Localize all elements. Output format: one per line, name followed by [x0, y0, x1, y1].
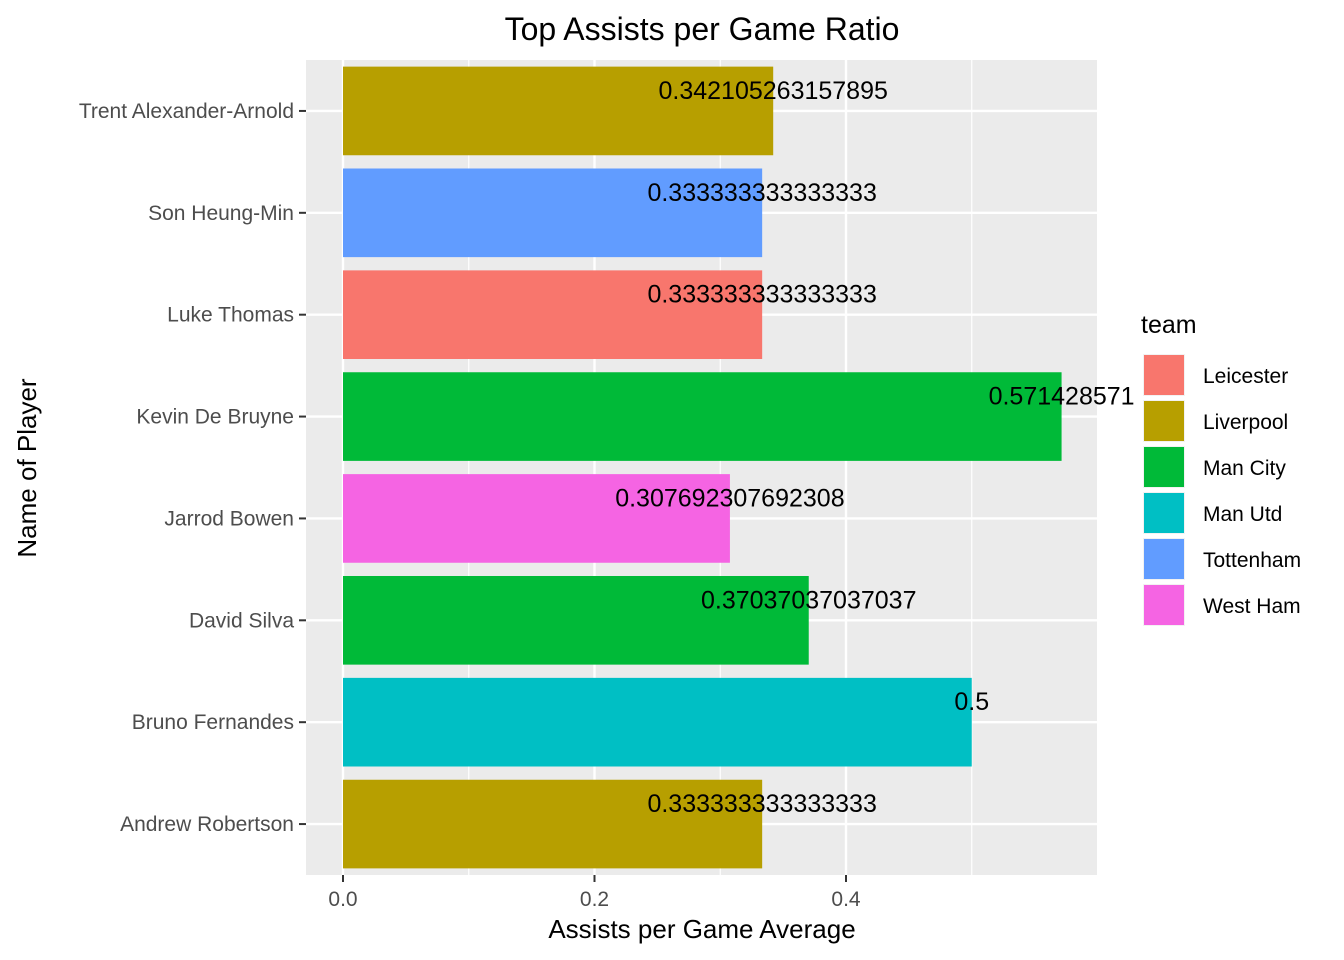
legend-title: team	[1141, 311, 1197, 339]
x-tick-label: 0.4	[831, 888, 861, 911]
bar	[343, 168, 763, 258]
bar	[343, 677, 972, 767]
bar-value-label: 0.5	[954, 688, 989, 716]
bar	[343, 66, 774, 156]
y-tick-label: Trent Alexander-Arnold	[79, 100, 294, 123]
y-tick-label: Andrew Robertson	[120, 813, 294, 836]
y-axis-title: Name of Player	[12, 378, 42, 558]
bar	[343, 779, 763, 869]
legend-key	[1144, 355, 1184, 395]
bar-value-label: 0.342105263157895	[658, 77, 887, 105]
legend-key	[1144, 493, 1184, 533]
y-tick-label: Son Heung-Min	[148, 202, 294, 225]
y-tick-label: Jarrod Bowen	[164, 507, 294, 530]
bar	[343, 372, 1062, 461]
legend-label: Liverpool	[1203, 411, 1288, 434]
y-tick-label: Bruno Fernandes	[132, 711, 294, 734]
y-axis: Trent Alexander-Arnold Son Heung-Min Luke …	[79, 100, 306, 836]
x-axis-title: Assists per Game Average	[548, 914, 855, 944]
bar-value-label: 0.333333333333333	[647, 179, 876, 207]
bar-value-label: 0.333333333333333	[647, 281, 876, 309]
bar	[343, 270, 763, 360]
bar-value-label: 0.333333333333333	[647, 790, 876, 818]
bars-group: 0.342105263157895 0.333333333333333 0.3333…	[343, 66, 1135, 869]
bar	[343, 474, 730, 563]
bar-value-label: 0.307692307692308	[615, 484, 844, 512]
legend-key	[1144, 401, 1184, 441]
x-axis: 0.0 0.2 0.4	[328, 875, 861, 911]
legend-label: West Ham	[1203, 595, 1301, 618]
legend-label: Man Utd	[1203, 503, 1282, 526]
y-tick-label: David Silva	[189, 609, 294, 632]
y-tick-label: Kevin De Bruyne	[136, 406, 294, 429]
legend-label: Leicester	[1203, 365, 1288, 388]
legend-key	[1144, 447, 1184, 487]
y-tick-label: Luke Thomas	[167, 304, 294, 327]
legend-label: Tottenham	[1203, 549, 1301, 572]
chart-title: Top Assists per Game Ratio	[505, 11, 900, 47]
legend-key	[1144, 539, 1184, 579]
legend: team Leicester Liverpool Man City Man Utd To…	[1141, 311, 1301, 626]
x-tick-label: 0.2	[580, 888, 609, 911]
legend-key	[1144, 585, 1184, 625]
x-tick-label: 0.0	[328, 888, 357, 911]
bar-value-label: 0.571428571	[989, 383, 1135, 411]
legend-label: Man City	[1203, 457, 1286, 480]
bar-value-label: 0.37037037037037	[701, 586, 917, 614]
bar	[343, 575, 809, 665]
